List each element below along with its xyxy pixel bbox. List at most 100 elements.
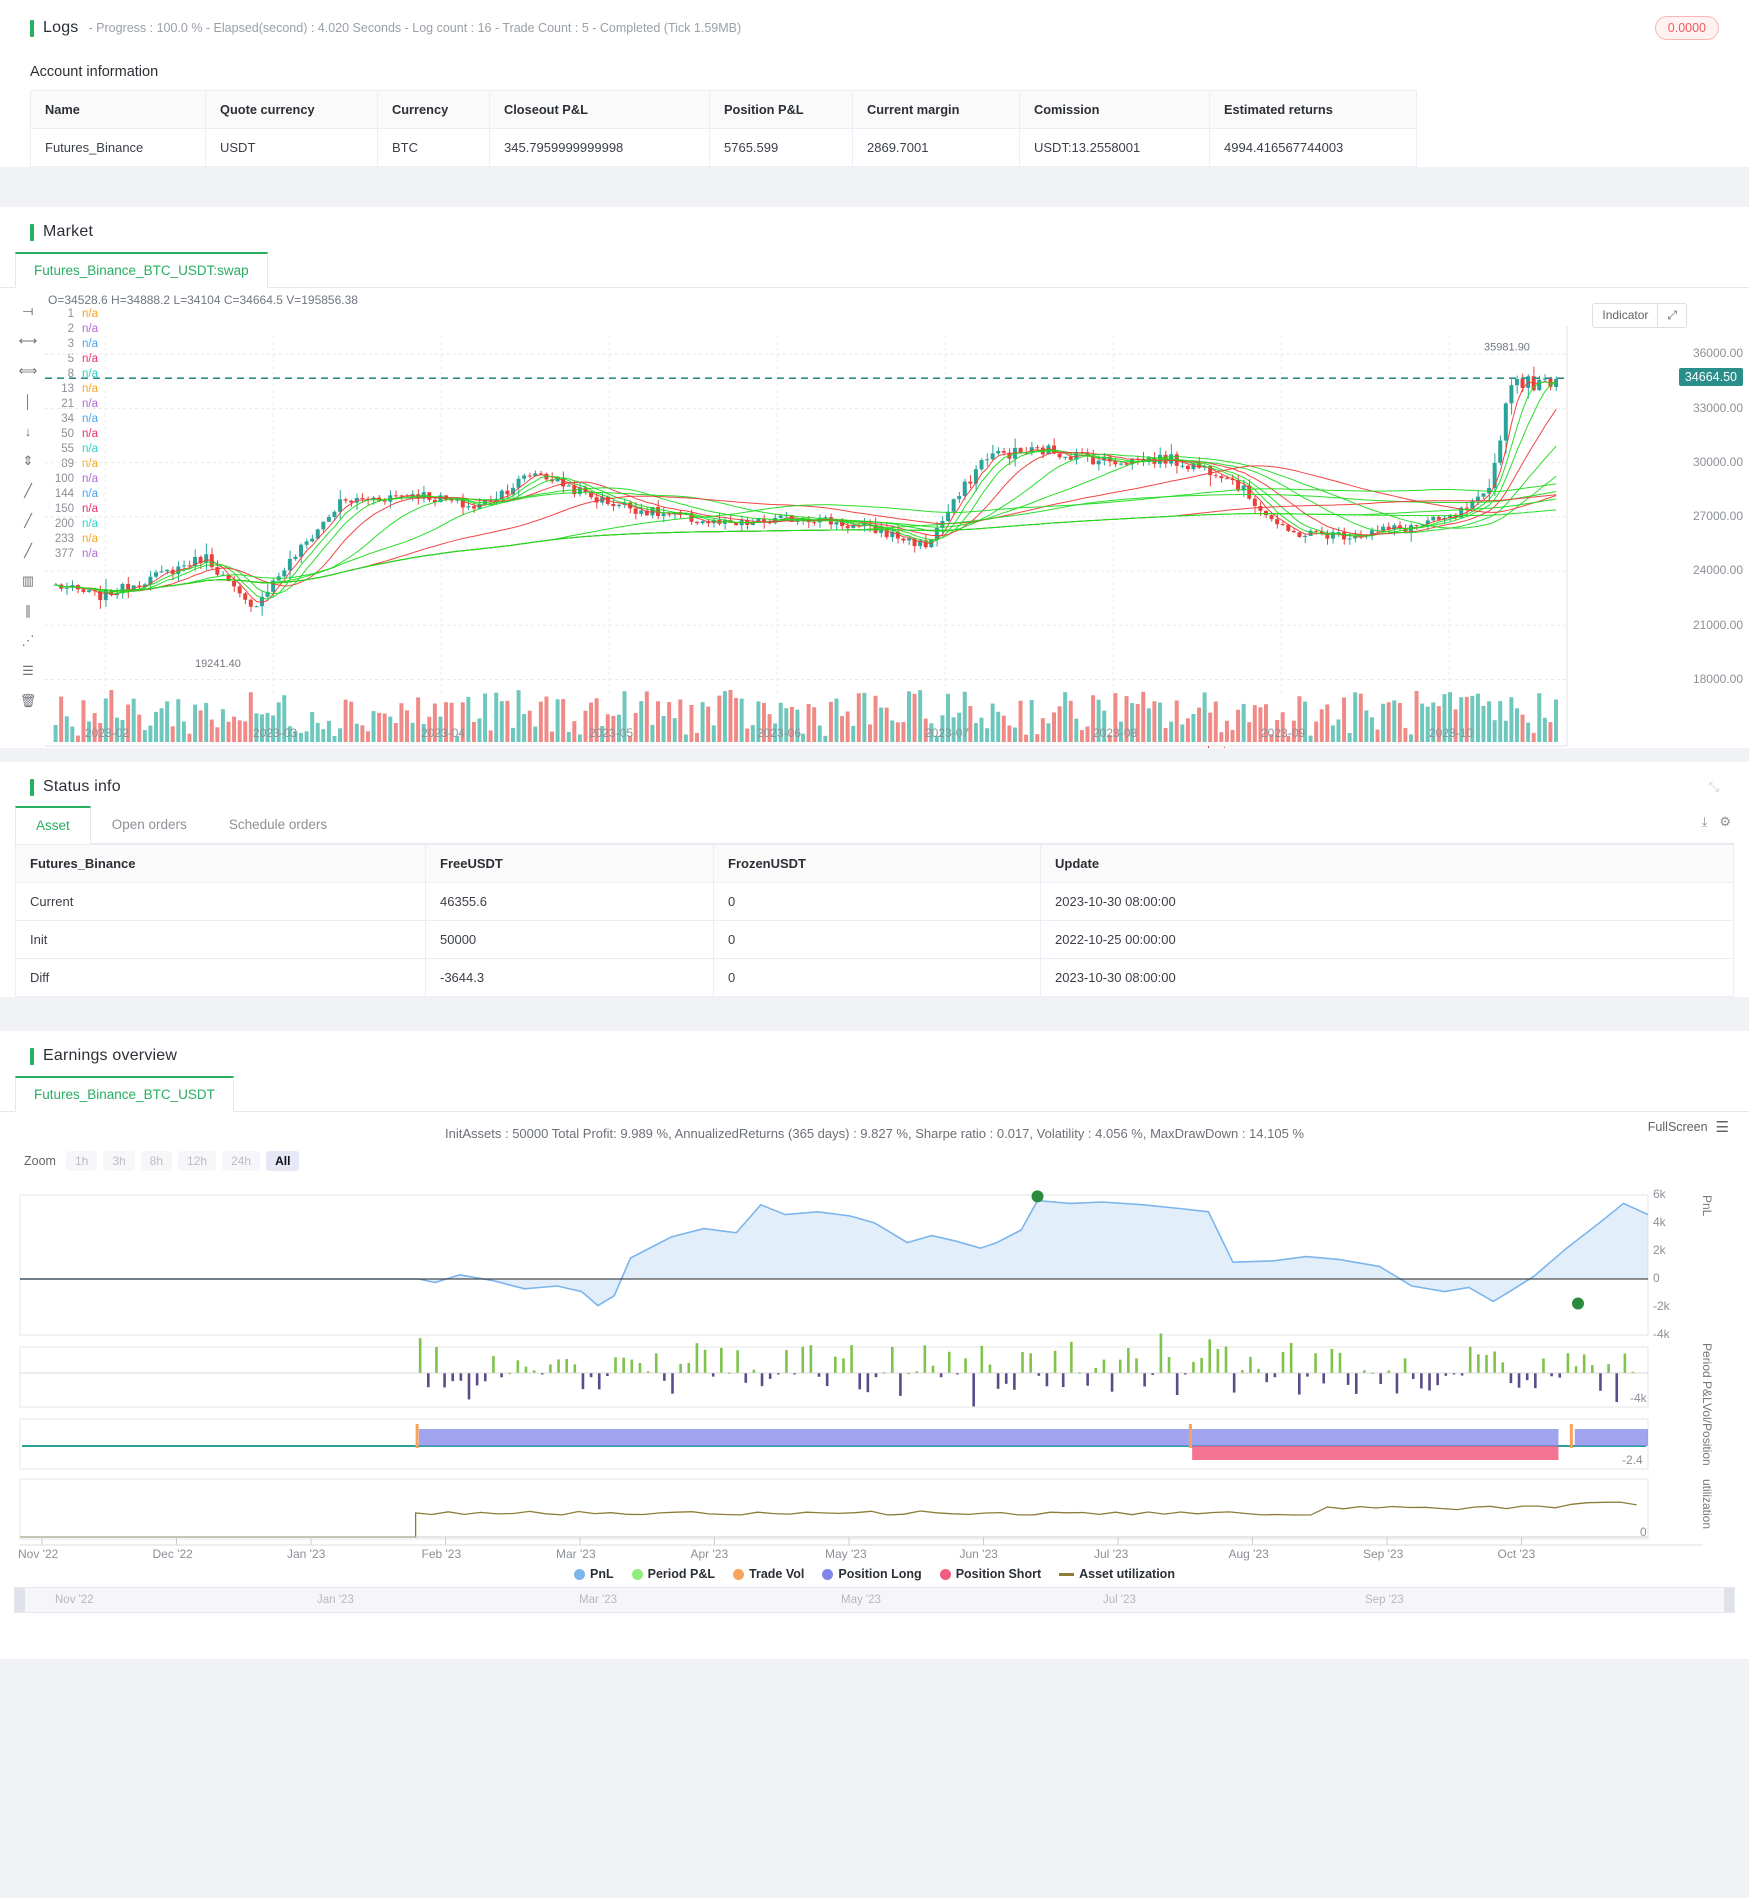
legend-label: Period P&L [647,1567,716,1582]
trash-icon[interactable]: 🗑 [19,693,37,709]
trend-line-icon[interactable]: ╱ [24,483,32,499]
axis-title-period-pl: Period P&L [1700,1343,1714,1404]
parallel-channel-icon[interactable]: ∥ [24,603,32,619]
indicator-value: n/a [82,353,98,366]
indicator-button[interactable]: Indicator [1593,304,1659,328]
indicator-period: 1 [67,308,74,321]
status-info-header: Status info ⤡ [0,762,1749,806]
cross-line-icon[interactable]: ⟞ [22,303,34,319]
horizontal-ray-icon[interactable]: ⟷ [18,333,38,349]
tab-schedule-orders[interactable]: Schedule orders [228,817,328,833]
legend-item[interactable]: Asset utilization [1059,1567,1175,1581]
measure-icon[interactable]: ⇕ [22,453,34,469]
cell-update-init: 2022-10-25 00:00:00 [1040,920,1734,960]
earnings-legend[interactable]: PnL Period P&L Trade Vol Position Long Posit… [0,1567,1749,1581]
market-header: Market [0,207,1749,251]
indicator-value: n/a [82,413,98,426]
indicator-row: 233 n/a [48,533,98,548]
indicator-controls[interactable]: Indicator ⤢ [1592,303,1687,329]
ray-icon[interactable]: ╱ [24,513,32,529]
zoom-8h[interactable]: 8h [140,1151,173,1172]
gear-icon[interactable]: ⚙ [1719,814,1731,830]
zoom-3h[interactable]: 3h [103,1151,135,1172]
indicator-row: 89 n/a [48,458,98,473]
market-title: Market [43,223,94,241]
indicator-value: n/a [82,383,98,396]
indicator-value: n/a [82,308,98,321]
pitchfork-icon[interactable]: ⋰ [21,633,35,649]
text-lines-icon[interactable]: ☰ [22,663,34,679]
section-accent-bar [30,223,34,241]
extended-line-icon[interactable]: ╱ [24,543,32,559]
axis-title-pnl: PnL [1700,1195,1714,1217]
range-scrollbar[interactable]: Nov '22 Jan '23 Mar '23 May '23 Jul '23 Sep '… [14,1587,1735,1614]
legend-label: Position Short [955,1567,1042,1582]
cell-name: Futures_Binance [30,128,206,168]
legend-item[interactable]: Position Long [822,1567,922,1581]
indicator-period: 150 [54,503,74,516]
row-label-diff: Diff [15,958,426,998]
cell-comission: USDT:13.2558001 [1019,128,1210,168]
fullscreen-label[interactable]: FullScreen [1647,1120,1708,1135]
zoom-all[interactable]: All [266,1151,300,1172]
earnings-time-tick: Feb '23 [421,1547,462,1562]
tab-open-orders[interactable]: Open orders [111,817,187,833]
zoom-controls[interactable]: Zoom 1h 3h 8h 12h 24h All [0,1147,1749,1177]
market-chart[interactable]: ⟞ ⟷ ⟺ │ ↓ ⇕ ╱ ╱ ╱ ▥ ∥ ⋰ ☰ 🗑 O=34528.6 H=… [0,288,1749,749]
legend-item[interactable]: Period P&L [631,1567,716,1582]
zoom-1h[interactable]: 1h [65,1151,98,1172]
collapse-icon[interactable]: ⤡ [1708,779,1719,795]
indicator-period: 100 [54,473,74,486]
indicator-period: 34 [61,413,74,426]
legend-item[interactable]: PnL [574,1567,614,1581]
earnings-time-tick: Oct '23 [1497,1547,1536,1562]
menu-icon[interactable]: ☰ [1715,1119,1729,1137]
time-axis: 2023-02 2023-03 2023-04 2023-05 2023-06 2023-… [0,726,1749,744]
indicator-row: 5 n/a [48,353,98,368]
cell-closeout-pnl: 345.7959999999998 [489,128,710,168]
scrollbar-handle-right[interactable] [1724,1588,1734,1613]
cell-current-margin: 2869.7001 [852,128,1020,168]
drawing-tools-rail[interactable]: ⟞ ⟷ ⟺ │ ↓ ⇕ ╱ ╱ ╱ ▥ ∥ ⋰ ☰ 🗑 [14,296,42,716]
pnl-tick: 0 [1653,1271,1660,1286]
zoom-24h[interactable]: 24h [222,1151,261,1172]
row-label-current[interactable]: Current [15,882,426,922]
status-actions[interactable]: ⤓ ⚙ [1702,814,1731,830]
earnings-time-tick: Apr '23 [690,1547,729,1562]
cell-free-current: 46355.6 [425,882,714,922]
col-comission: Comission [1019,90,1210,130]
scrollbar-handle-left[interactable] [15,1588,25,1613]
status-tabstrip[interactable]: Asset Open orders Schedule orders [15,806,1734,845]
scrollbar-tick-label: Sep '23 [1365,1594,1404,1607]
earnings-charts[interactable]: 6k 4k 2k 0 -2k -4k -4k -2.4 0 PnL Period P&L Vol/Po… [0,1177,1749,1567]
arrow-down-icon[interactable]: ↓ [24,423,32,439]
indicator-value: n/a [82,398,98,411]
indicator-legend: 1 n/a 2 n/a 3 n/a 5 n/a 8 n/a 13 n/a 21 n/a 34 n/a 50 n/a… [48,308,98,563]
utilization-tick: 0 [1640,1525,1647,1540]
fullscreen-control[interactable]: FullScreen ☰ [1648,1118,1729,1136]
zoom-12h[interactable]: 12h [178,1151,217,1172]
indicator-value: n/a [82,533,98,546]
zoom-label: Zoom [24,1154,56,1169]
horizontal-line-icon[interactable]: ⟺ [18,363,38,379]
indicator-row: 8 n/a [48,368,98,383]
vertical-line-icon[interactable]: │ [23,393,33,409]
legend-item[interactable]: Position Short [939,1567,1042,1582]
cell-update-current: 2023-10-30 08:00:00 [1040,882,1734,922]
time-tick: 2023-04 [421,726,466,741]
indicator-row: 1 n/a [48,308,98,323]
earnings-stats: InitAssets : 50000 Total Profit: 9.989 %… [445,1126,1304,1142]
row-label-init: Init [15,920,426,960]
earnings-time-tick: Jan '23 [287,1547,326,1562]
status-badge[interactable]: 0.0000 [1654,16,1719,41]
tab-futures-binance-btc-usdt-swap[interactable]: Futures_Binance_BTC_USDT:swap [15,252,268,289]
tab-asset[interactable]: Asset [15,806,91,845]
col-quote-currency: Quote currency [205,90,378,130]
tab-futures-binance-btc-usdt[interactable]: Futures_Binance_BTC_USDT [15,1076,234,1113]
download-icon[interactable]: ⤓ [1701,814,1708,830]
expand-icon[interactable]: ⤢ [1667,308,1677,323]
legend-item[interactable]: Trade Vol [733,1567,804,1581]
panel-divider [0,748,1749,763]
section-accent-bar [30,1047,34,1065]
fibonacci-icon[interactable]: ▥ [21,573,35,589]
